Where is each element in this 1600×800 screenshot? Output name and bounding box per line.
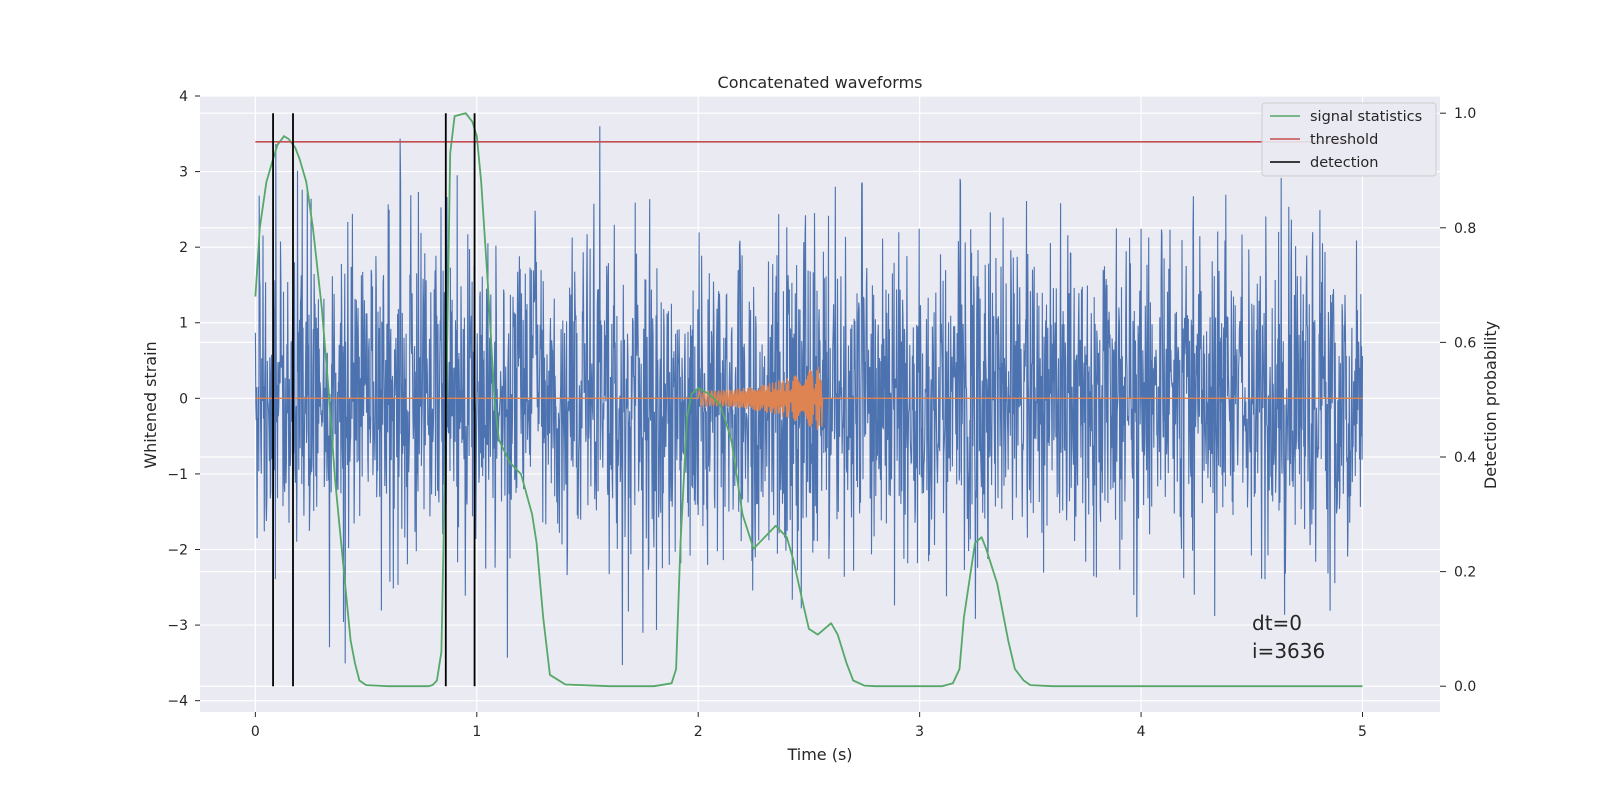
y-tick-label-1: −3 bbox=[167, 618, 188, 634]
x-tick-label-4: 4 bbox=[1137, 724, 1146, 740]
y2-tick-label-1: 0.2 bbox=[1454, 565, 1476, 581]
signal-statistics-series bbox=[254, 112, 1363, 688]
x-tick-label-5: 5 bbox=[1358, 724, 1367, 740]
legend-entry-detection: detection bbox=[1270, 155, 1378, 171]
y-tick-label-4: 0 bbox=[179, 391, 188, 407]
x-tick-label-3: 3 bbox=[915, 724, 924, 740]
y2-tick-label-4: 0.8 bbox=[1454, 221, 1476, 237]
x-axis-label: Time (s) bbox=[786, 745, 852, 764]
y2-tick-label-5: 1.0 bbox=[1454, 106, 1476, 122]
y-tick-label-7: 3 bbox=[179, 165, 188, 181]
x-tick-label-1: 1 bbox=[472, 724, 481, 740]
injection-series bbox=[255, 366, 1363, 430]
signal-statistics-line bbox=[254, 112, 1363, 688]
legend-label-threshold: threshold bbox=[1310, 132, 1378, 148]
annotation-i: i=3636 bbox=[1252, 639, 1325, 663]
annotation-block: dt=0 i=3636 bbox=[1252, 611, 1325, 663]
legend-label-signal-statistics: signal statistics bbox=[1310, 109, 1422, 125]
y-tick-label-5: 1 bbox=[179, 316, 188, 332]
chart-title: Concatenated waveforms bbox=[718, 73, 923, 92]
legend-box bbox=[1261, 102, 1437, 177]
legend-label-detection: detection bbox=[1310, 155, 1378, 171]
y2-tick-label-2: 0.4 bbox=[1454, 450, 1476, 466]
y-tick-label-6: 2 bbox=[179, 240, 188, 256]
y-tick-label-8: 4 bbox=[179, 89, 188, 105]
x-tick-label-0: 0 bbox=[251, 724, 260, 740]
legend-entry-threshold: threshold bbox=[1270, 132, 1378, 148]
y-tick-label-3: −1 bbox=[167, 467, 188, 483]
y-tick-label-0: −4 bbox=[167, 694, 188, 710]
y2-tick-label-3: 0.6 bbox=[1454, 335, 1476, 351]
legend: signal statistics threshold detection bbox=[1261, 102, 1437, 177]
detection-series bbox=[272, 113, 476, 687]
injection-line bbox=[255, 366, 1363, 430]
axis-ticks: 0 1 2 3 4 5 −4 −3 −2 −1 0 1 2 3 4 0.0 0.2 0.4 0.6 0.8 1.0 bbox=[167, 89, 1476, 740]
x-tick-label-2: 2 bbox=[694, 724, 703, 740]
y-tick-label-2: −2 bbox=[167, 542, 188, 558]
legend-entry-signal-statistics: signal statistics bbox=[1270, 109, 1422, 125]
y-axis-label: Whitened strain bbox=[141, 341, 160, 468]
y2-axis-label: Detection probability bbox=[1481, 321, 1500, 489]
y2-tick-label-0: 0.0 bbox=[1454, 679, 1476, 695]
annotation-dt: dt=0 bbox=[1252, 611, 1302, 635]
